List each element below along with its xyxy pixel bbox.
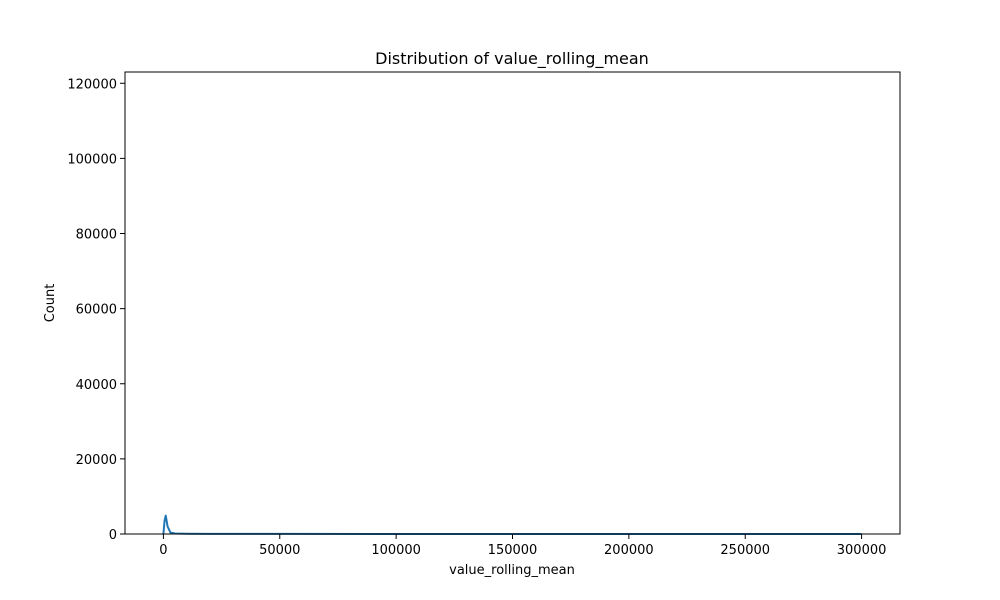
plot-frame	[124, 71, 901, 535]
x-tick-label: 50000	[259, 543, 300, 558]
y-tick-label: 40000	[76, 378, 117, 393]
y-tick-label: 0	[109, 528, 117, 543]
plot-area	[162, 514, 862, 535]
y-tick-label: 100000	[67, 152, 117, 167]
series-line-0	[162, 514, 862, 535]
y-tick-label: 20000	[76, 453, 117, 468]
x-tick-label: 200000	[604, 543, 654, 558]
x-axis: 0 50000 100000 150000 200000 250000 300000	[159, 534, 886, 558]
chart-title: Distribution of value_rolling_mean	[375, 49, 649, 69]
x-tick-label: 150000	[488, 543, 538, 558]
x-axis-label: value_rolling_mean	[449, 563, 575, 578]
x-tick-label: 250000	[720, 543, 770, 558]
x-tick-label: 100000	[371, 543, 421, 558]
x-tick-label: 0	[159, 543, 167, 558]
y-tick-label: 60000	[76, 303, 117, 318]
y-tick-label: 80000	[76, 228, 117, 243]
y-axis-label: Count	[43, 284, 58, 323]
y-tick-label: 120000	[67, 77, 117, 92]
y-axis: 0 20000 40000 60000 80000 100000 120000	[67, 77, 125, 543]
x-tick-label: 300000	[837, 543, 887, 558]
